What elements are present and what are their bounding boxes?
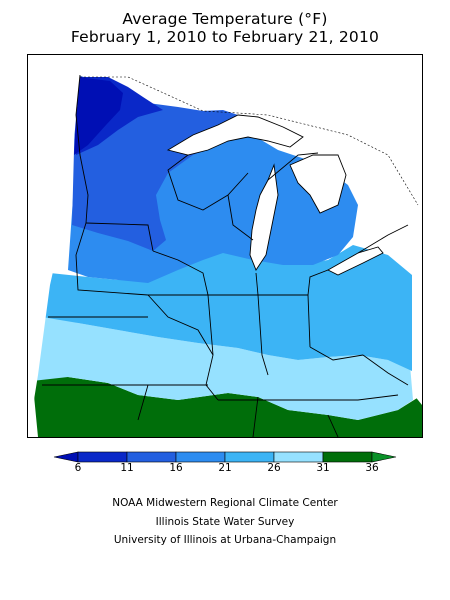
credit-line-1: NOAA Midwestern Regional Climate Center [112,497,338,509]
legend-tick-label: 16 [169,462,183,474]
legend-tick-label: 6 [74,462,82,474]
credit-line-2: Illinois State Water Survey [155,515,295,528]
legend-tick-label: 11 [120,462,134,474]
legend-swatch [322,451,373,463]
temperature-map [27,54,423,438]
legend-swatch [77,451,128,463]
legend-swatch-low [53,451,79,463]
band-green-south [32,375,422,437]
title-line-1: Average Temperature (°F) [122,10,328,28]
legend-tick-label: 26 [267,462,281,474]
lake-michigan [250,165,278,270]
legend-swatch [126,451,177,463]
credit-line-3: University of Illinois at Urbana-Champai… [113,534,337,546]
legend-swatch [224,451,275,463]
band-darkest-blue [74,77,123,155]
map-canvas [28,55,422,437]
credits: NOAA Midwestern Regional Climate Center … [0,494,450,550]
lake-huron [290,155,346,213]
legend-tick-labels: 6 11 16 21 26 31 36 [54,462,396,476]
title-line-2: February 1, 2010 to February 21, 2010 [70,28,380,46]
legend-tick-label: 36 [365,462,379,474]
state-boundaries [42,74,409,437]
lake-erie [328,247,383,275]
map-title: Average Temperature (°F) February 1, 201… [0,10,450,46]
legend-tick-label: 31 [316,462,330,474]
band-mid-blue [42,245,412,371]
lake-outlines [166,114,384,276]
band-light-blue [32,313,413,420]
legend-tick-label: 21 [218,462,232,474]
lake-superior [168,115,303,155]
legend-color-bar [53,451,397,463]
color-legend: 6 11 16 21 26 31 36 [53,451,397,476]
legend-swatch-high [371,451,397,463]
legend-swatch [273,451,324,463]
legend-swatch [175,451,226,463]
canada-us-border [80,76,419,206]
